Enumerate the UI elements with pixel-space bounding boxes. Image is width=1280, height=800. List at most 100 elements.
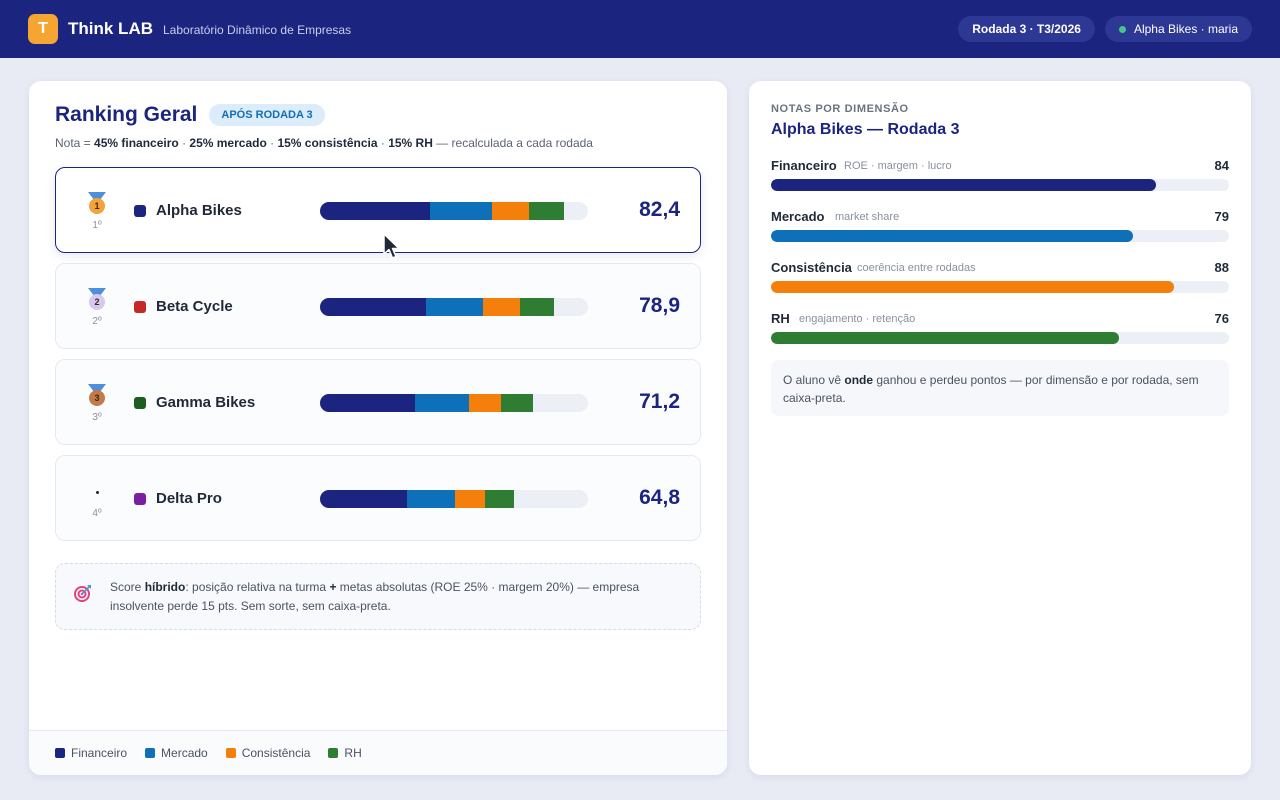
bronze-medal-icon: 3: [86, 384, 108, 410]
note-bold: híbrido: [144, 580, 186, 594]
medal-number: 1: [89, 198, 105, 214]
mouse-cursor-icon: [383, 233, 400, 259]
dimension-name: Financeiro: [771, 158, 837, 173]
no-medal-dot: [96, 491, 99, 494]
formula-prefix: Nota =: [55, 136, 95, 150]
formula-financial: 45% financeiro: [94, 136, 179, 150]
team-score: 71,2: [639, 390, 680, 413]
hybrid-score-note: Score híbrido: posição relativa na turma…: [55, 563, 701, 630]
team-score: 78,9: [639, 294, 680, 317]
bar-segment-financeiro: [320, 394, 416, 412]
top-right-group: Rodada 3 · T3/2026 Alpha Bikes · maria: [958, 16, 1252, 42]
score-breakdown-bar: [320, 490, 588, 508]
top-bar: T Think LAB Laboratório Dinâmico de Empr…: [0, 0, 1280, 58]
user-pill-label: Alpha Bikes · maria: [1133, 22, 1238, 36]
silver-medal-icon: 2: [86, 288, 108, 314]
formula-suffix: — recalculada a cada rodada: [432, 136, 593, 150]
legend-item-rh: RH: [328, 746, 362, 760]
rank-position: 4º: [92, 508, 102, 519]
dimension-value: 79: [1214, 209, 1229, 224]
note-part: Score: [110, 580, 145, 594]
bar-segment-consistencia: [468, 394, 501, 412]
dimension-mercado: Mercado market share 79: [771, 209, 1229, 249]
formula-hr: 15% RH: [388, 136, 433, 150]
score-breakdown-bar: [320, 394, 588, 412]
dimension-value: 84: [1214, 158, 1229, 173]
note-part: metas absolutas (ROE 25% · margem 20%) —…: [110, 580, 640, 613]
score-breakdown-bar: [320, 298, 588, 316]
legend-item-mercado: Mercado: [145, 746, 208, 760]
team-name: Gamma Bikes: [156, 394, 256, 411]
dimensions-label: NOTAS POR DIMENSÃO: [771, 103, 909, 115]
score-breakdown-bar: [320, 202, 588, 220]
team-color-swatch: [134, 301, 146, 313]
ranking-card: Ranking Geral APÓS RODADA 3 Nota = 45% f…: [29, 81, 727, 775]
online-status-dot: [1118, 25, 1126, 33]
rank-position: 3º: [92, 412, 102, 423]
dimension-bar-fill: [771, 281, 1175, 293]
medal-number: 2: [89, 294, 105, 310]
dimension-bar-fill: [771, 179, 1156, 191]
bar-segment-consistencia: [491, 202, 530, 220]
ranking-title: Ranking Geral: [55, 103, 198, 126]
bar-segment-financeiro: [320, 202, 430, 220]
bar-segment-rh: [529, 202, 564, 220]
bar-segment-consistencia: [455, 490, 485, 508]
dimension-bar-fill: [771, 332, 1120, 344]
legend-swatch: [225, 748, 236, 758]
team-name: Alpha Bikes: [156, 202, 242, 219]
dimension-description: engajamento · retenção: [799, 313, 916, 325]
score-formula: Nota = 45% financeiro · 25% mercado · 15…: [55, 136, 593, 150]
note-plus: +: [329, 580, 337, 594]
note-part: : posição relativa na turma: [185, 580, 330, 594]
medal-number: 3: [89, 390, 105, 406]
dimension-description: coerência entre rodadas: [857, 262, 976, 274]
formula-consistency: 15% consistência: [277, 136, 378, 150]
team-score: 64,8: [639, 486, 680, 509]
ranking-row[interactable]: 4º Delta Pro 64,8: [55, 455, 701, 541]
dimension-description: ROE · margem · lucro: [844, 160, 952, 172]
dimension-bar: [771, 332, 1229, 344]
dimension-value: 76: [1214, 311, 1229, 326]
ranking-row[interactable]: 1 1º Alpha Bikes 82,4: [55, 167, 701, 253]
dimension-bar: [771, 281, 1229, 293]
ranking-row[interactable]: 3 3º Gamma Bikes 71,2: [55, 359, 701, 445]
dimension-bar: [771, 179, 1229, 191]
team-color-swatch: [134, 205, 146, 217]
legend-swatch: [145, 748, 156, 758]
dimension-value: 88: [1214, 260, 1229, 275]
dimensions-title: Alpha Bikes — Rodada 3: [771, 121, 960, 138]
dimensions-note: O aluno vê onde ganhou e perdeu pontos —…: [771, 360, 1229, 416]
team-color-swatch: [134, 397, 146, 409]
app-logo[interactable]: T: [28, 14, 58, 44]
bar-segment-rh: [484, 490, 515, 508]
legend-label: RH: [344, 746, 362, 760]
legend-item-financeiro: Financeiro: [55, 746, 127, 760]
note-bold: onde: [844, 373, 874, 387]
legend-item-consistencia: Consistência: [225, 746, 310, 760]
legend-label: Financeiro: [71, 746, 128, 760]
formula-sep: ·: [266, 136, 278, 150]
bar-segment-financeiro: [320, 298, 426, 316]
rank-position: 1º: [92, 220, 102, 231]
bar-segment-mercado: [415, 394, 469, 412]
ranking-row[interactable]: 2 2º Beta Cycle 78,9: [55, 263, 701, 349]
dimensions-card: NOTAS POR DIMENSÃO Alpha Bikes — Rodada …: [749, 81, 1251, 775]
bar-segment-rh: [500, 394, 534, 412]
hybrid-score-text: Score híbrido: posição relativa na turma…: [110, 578, 680, 616]
team-score: 82,4: [639, 198, 680, 221]
user-pill[interactable]: Alpha Bikes · maria: [1104, 16, 1252, 42]
bar-segment-mercado: [425, 298, 484, 316]
round-badge: APÓS RODADA 3: [209, 104, 325, 126]
dimension-financeiro: Financeiro ROE · margem · lucro 84: [771, 158, 1229, 198]
chart-legend: Financeiro Mercado Consistência RH: [29, 730, 727, 775]
team-name: Delta Pro: [156, 490, 222, 507]
legend-swatch: [55, 748, 65, 758]
round-pill[interactable]: Rodada 3 · T3/2026: [958, 16, 1095, 42]
rank-position: 2º: [92, 316, 102, 327]
formula-sep: ·: [178, 136, 190, 150]
app-name: Think LAB: [68, 19, 153, 38]
bar-segment-mercado: [429, 202, 492, 220]
ranking-header: Ranking Geral APÓS RODADA 3: [55, 103, 325, 127]
formula-sep: ·: [377, 136, 389, 150]
